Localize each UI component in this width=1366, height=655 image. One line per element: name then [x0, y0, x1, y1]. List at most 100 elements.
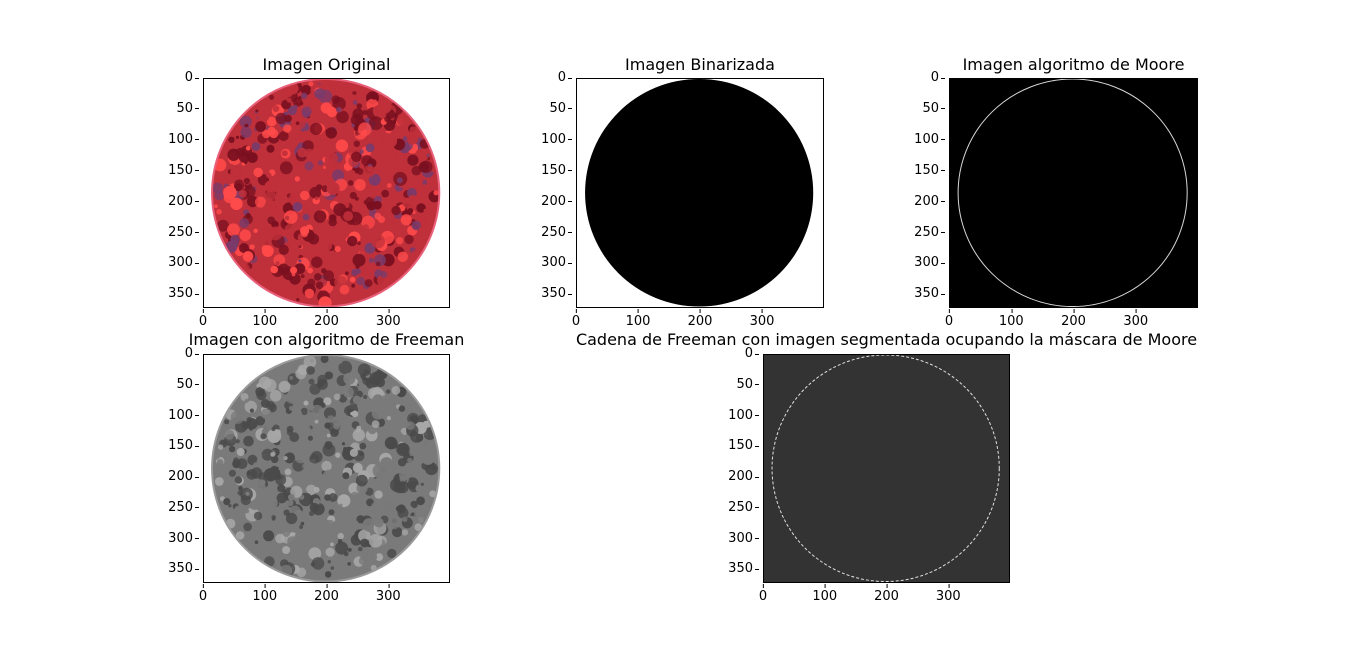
y-tick-label: 100: [153, 131, 199, 147]
y-tick-text: 200: [168, 193, 193, 209]
y-tick-label: 50: [899, 100, 945, 116]
y-tick-text: 200: [728, 469, 753, 485]
y-tick-label: 300: [153, 531, 199, 546]
y-tick-mark: [755, 445, 759, 447]
y-tick-mark: [941, 77, 945, 79]
y-tick-label: 100: [713, 407, 759, 423]
y-tick-mark: [568, 77, 572, 79]
x-tick-mark: [388, 309, 390, 313]
image-axes: [203, 78, 450, 308]
y-tick-label: 0: [153, 346, 199, 361]
plate-rim: [211, 355, 441, 582]
image-canvas: [585, 79, 814, 307]
y-tick-label: 250: [153, 499, 199, 515]
x-tick-label: 100: [252, 309, 277, 329]
y-tick-mark: [195, 108, 199, 110]
y-tick-mark: [568, 262, 572, 264]
y-tick-mark: [195, 445, 199, 447]
y-tick-mark: [195, 232, 199, 234]
x-tick-label: 300: [376, 584, 401, 604]
y-tick-mark: [195, 538, 199, 540]
y-tick-text: 100: [168, 131, 193, 147]
y-tick-text: 50: [922, 100, 939, 116]
image-canvas: [957, 79, 1188, 307]
x-tick-label: 0: [945, 309, 953, 329]
y-tick-text: 200: [168, 469, 193, 485]
y-tick-mark: [755, 415, 759, 417]
y-tick-text: 250: [168, 499, 193, 515]
x-tick-label: 100: [999, 309, 1024, 329]
x-tick-label: 200: [314, 309, 339, 329]
y-tick-mark: [755, 353, 759, 355]
y-tick-text: 100: [168, 407, 193, 423]
y-tick-text: 100: [728, 407, 753, 423]
freeman-contour: [771, 355, 1000, 582]
y-tick-label: 150: [713, 438, 759, 453]
y-tick-text: 0: [557, 70, 566, 85]
image-canvas: [211, 355, 441, 582]
x-tick-mark: [761, 309, 763, 313]
y-tick-label: 300: [899, 255, 945, 270]
y-tick-text: 300: [541, 255, 566, 271]
y-tick-text: 150: [541, 162, 566, 178]
x-tick-mark: [886, 584, 888, 588]
y-tick-mark: [195, 353, 199, 355]
y-tick-label: 200: [899, 193, 945, 209]
y-tick-label: 300: [153, 255, 199, 270]
y-tick-label: 150: [153, 162, 199, 178]
y-tick-text: 0: [184, 70, 193, 85]
y-tick-mark: [755, 538, 759, 540]
y-tick-text: 50: [176, 376, 193, 392]
x-tick-mark: [1011, 309, 1013, 313]
x-tick-label: 300: [376, 309, 401, 329]
panel-title: Imagen algoritmo de Moore: [962, 55, 1185, 74]
x-tick-mark: [576, 309, 577, 313]
moore-contour: [957, 79, 1188, 307]
x-tick-mark: [326, 584, 328, 588]
y-tick-text: 250: [914, 224, 939, 240]
x-tick-label: 200: [874, 584, 899, 604]
y-tick-text: 100: [541, 131, 566, 147]
y-tick-label: 350: [153, 286, 199, 302]
y-tick-text: 350: [168, 561, 193, 577]
y-tick-label: 350: [153, 561, 199, 577]
x-tick-mark: [948, 584, 950, 588]
x-tick-mark: [699, 309, 701, 313]
y-tick-label: 200: [713, 469, 759, 485]
image-axes: [576, 78, 824, 308]
x-tick-mark: [203, 309, 204, 313]
x-tick-label: 100: [626, 309, 650, 329]
y-tick-label: 150: [899, 162, 945, 178]
y-tick-mark: [195, 507, 199, 509]
y-tick-text: 0: [184, 346, 193, 361]
y-tick-label: 50: [153, 100, 199, 116]
binarized-disk: [585, 79, 814, 307]
x-tick-mark: [1073, 309, 1075, 313]
y-tick-label: 350: [526, 286, 572, 301]
y-tick-label: 150: [526, 162, 572, 178]
x-tick-mark: [637, 309, 639, 313]
y-tick-text: 50: [176, 100, 193, 116]
plate-dots: [212, 79, 440, 307]
y-tick-text: 200: [914, 193, 939, 209]
y-tick-text: 0: [930, 70, 939, 85]
y-tick-text: 350: [168, 286, 193, 302]
y-tick-text: 150: [914, 162, 939, 178]
x-tick-mark: [326, 309, 328, 313]
y-tick-mark: [941, 139, 945, 141]
y-tick-text: 50: [549, 100, 566, 116]
y-tick-mark: [195, 384, 199, 386]
y-tick-mark: [755, 507, 759, 509]
y-tick-label: 100: [899, 132, 945, 147]
y-tick-mark: [941, 170, 945, 172]
y-tick-text: 300: [728, 530, 753, 546]
y-tick-label: 0: [713, 346, 759, 361]
x-tick-label: 200: [688, 309, 712, 329]
y-tick-mark: [195, 476, 199, 478]
y-tick-mark: [195, 77, 199, 79]
y-tick-mark: [568, 170, 572, 172]
y-tick-label: 250: [526, 225, 572, 240]
y-tick-label: 50: [713, 377, 759, 392]
y-tick-text: 150: [168, 162, 193, 178]
x-tick-label: 200: [314, 584, 339, 604]
